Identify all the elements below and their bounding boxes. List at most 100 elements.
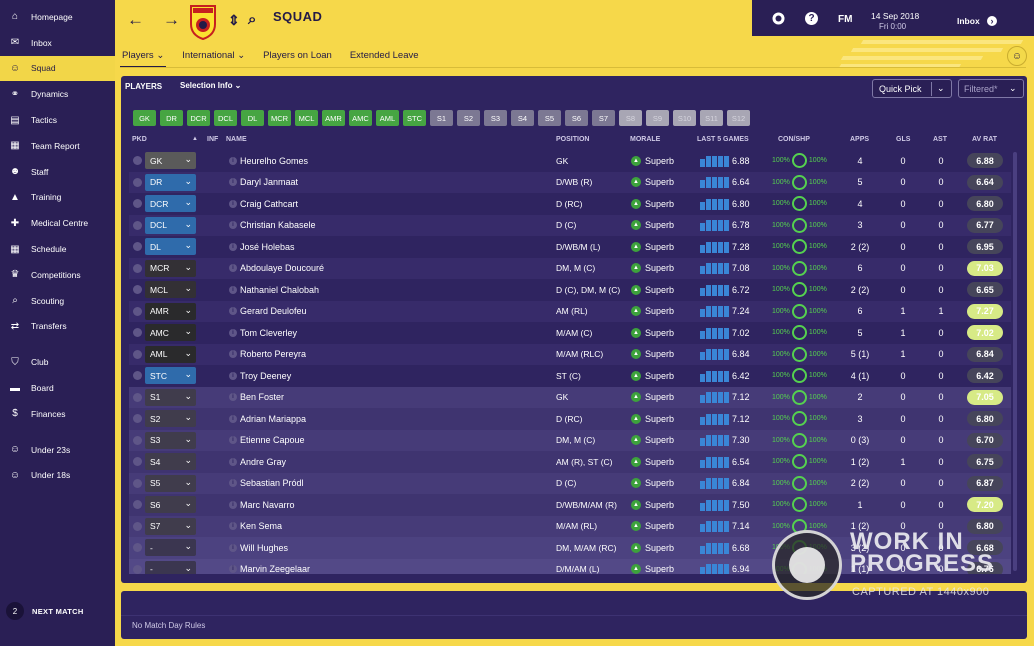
player-name[interactable]: Craig Cathcart xyxy=(240,198,299,209)
info-icon[interactable]: i xyxy=(229,522,237,531)
sidebar-item-staff[interactable]: ☻ Staff xyxy=(0,159,115,185)
position-chip[interactable]: S9 xyxy=(646,110,669,126)
sidebar-item-dynamics[interactable]: ⚭ Dynamics xyxy=(0,81,115,107)
table-row[interactable]: DCL ⌄ i Christian Kabasele D (C) ▲ Superb 6.78 1… xyxy=(129,214,1011,236)
position-chip[interactable]: S11 xyxy=(700,110,723,126)
info-icon[interactable]: i xyxy=(229,543,237,552)
forward-arrow-icon[interactable]: → xyxy=(163,10,180,29)
selection-dropdown[interactable]: DR ⌄ xyxy=(145,173,196,191)
pkd-toggle-icon[interactable] xyxy=(133,156,142,166)
sidebar-item-medical-centre[interactable]: ✚ Medical Centre xyxy=(0,210,115,236)
sidebar-item-schedule[interactable]: ▦ Schedule xyxy=(0,236,115,262)
table-row[interactable]: AMR ⌄ i Gerard Deulofeu AM (RL) ▲ Superb 7.24 10… xyxy=(129,300,1011,322)
pkd-toggle-icon[interactable] xyxy=(133,414,142,424)
info-icon[interactable]: i xyxy=(229,178,237,187)
pkd-toggle-icon[interactable] xyxy=(133,521,142,531)
pkd-toggle-icon[interactable] xyxy=(133,371,142,381)
sidebar-item-under-18s[interactable]: ☺ Under 18s xyxy=(0,463,115,489)
col-ast[interactable]: AST xyxy=(933,136,947,143)
position-chip[interactable]: S12 xyxy=(727,110,750,126)
pkd-toggle-icon[interactable] xyxy=(133,500,142,510)
fm-logo[interactable]: FM xyxy=(838,14,853,25)
table-row[interactable]: S3 ⌄ i Etienne Capoue DM, M (C) ▲ Superb 7.30 10… xyxy=(129,429,1011,451)
position-chip[interactable]: STC xyxy=(403,110,426,126)
tab-3[interactable]: Extended Leave xyxy=(349,50,419,61)
col-morale[interactable]: MORALE xyxy=(630,136,661,143)
player-name[interactable]: Ben Foster xyxy=(240,392,285,403)
position-chip[interactable]: DCL xyxy=(214,110,237,126)
pkd-toggle-icon[interactable] xyxy=(133,285,142,295)
info-icon[interactable]: i xyxy=(229,199,237,208)
table-row[interactable]: DR ⌄ i Daryl Janmaat D/WB (R) ▲ Superb 6.64 100%… xyxy=(129,171,1011,193)
sidebar-item-inbox[interactable]: ✉ Inbox xyxy=(0,30,115,56)
table-row[interactable]: S1 ⌄ i Ben Foster GK ▲ Superb 7.12 100% 100% 2 0 0 7.… xyxy=(129,386,1011,408)
sidebar-item-under-23s[interactable]: ☺ Under 23s xyxy=(0,437,115,463)
position-chip[interactable]: GK xyxy=(133,110,156,126)
col-av-rat[interactable]: AV RAT xyxy=(972,136,998,143)
info-icon[interactable]: i xyxy=(229,371,237,380)
sidebar-item-tactics[interactable]: ▤ Tactics xyxy=(0,107,115,133)
player-name[interactable]: José Holebas xyxy=(240,241,295,252)
search-icon[interactable]: ⌕ xyxy=(248,11,257,28)
table-row[interactable]: DCR ⌄ i Craig Cathcart D (RC) ▲ Superb 6.80 100%… xyxy=(129,193,1011,215)
player-name[interactable]: Ken Sema xyxy=(240,521,283,532)
selection-dropdown[interactable]: AML ⌄ xyxy=(145,345,196,363)
up-down-icon[interactable]: ⇕ xyxy=(228,12,240,28)
col-last5[interactable]: LAST 5 GAMES xyxy=(697,136,749,143)
col-position[interactable]: POSITION xyxy=(556,136,590,143)
selection-dropdown[interactable]: DCL ⌄ xyxy=(145,216,196,234)
tab-0[interactable]: Players ⌄ xyxy=(120,48,167,68)
info-icon[interactable]: i xyxy=(229,328,237,337)
selection-dropdown[interactable]: AMR ⌄ xyxy=(145,302,196,320)
sidebar-item-board[interactable]: ▬ Board xyxy=(0,375,115,401)
table-row[interactable]: AML ⌄ i Roberto Pereyra M/AM (RLC) ▲ Superb 6.8… xyxy=(129,343,1011,365)
sidebar-item-transfers[interactable]: ⇄ Transfers xyxy=(0,314,115,340)
pkd-toggle-icon[interactable] xyxy=(133,543,142,553)
pkd-toggle-icon[interactable] xyxy=(133,328,142,338)
player-name[interactable]: Adrian Mariappa xyxy=(240,413,307,424)
table-row[interactable]: - ⌄ i Marvin Zeegelaar D/M/AM (L) ▲ Superb 6.94… xyxy=(129,558,1011,574)
table-row[interactable]: S5 ⌄ i Sebastian Pródl D (C) ▲ Superb 6.84 100% 1… xyxy=(129,472,1011,494)
pkd-toggle-icon[interactable] xyxy=(133,392,142,402)
selection-dropdown[interactable]: S3 ⌄ xyxy=(145,431,196,449)
player-name[interactable]: Abdoulaye Doucouré xyxy=(240,263,325,274)
position-chip[interactable]: MCR xyxy=(268,110,291,126)
player-name[interactable]: Gerard Deulofeu xyxy=(240,306,307,317)
tab-2[interactable]: Players on Loan xyxy=(263,50,332,61)
player-name[interactable]: Troy Deeney xyxy=(240,370,292,381)
info-icon[interactable]: i xyxy=(229,221,237,230)
selection-dropdown[interactable]: DL ⌄ xyxy=(145,238,196,256)
sidebar-item-club[interactable]: ⛉ Club xyxy=(0,349,115,375)
col-pkd[interactable]: PKD xyxy=(132,136,147,143)
info-icon[interactable]: i xyxy=(229,565,237,574)
chevron-down-icon[interactable]: ⌄ xyxy=(937,83,945,93)
sidebar-item-finances[interactable]: $ Finances xyxy=(0,401,115,427)
info-icon[interactable]: i xyxy=(229,500,237,509)
selection-dropdown[interactable]: STC ⌄ xyxy=(145,367,196,385)
quick-pick-button[interactable]: Quick Pick ⌄ xyxy=(872,79,952,98)
sort-icon[interactable]: ▲ xyxy=(192,136,198,142)
position-chip[interactable]: S10 xyxy=(673,110,696,126)
player-name[interactable]: Marc Navarro xyxy=(240,499,295,510)
position-chip[interactable]: S3 xyxy=(484,110,507,126)
player-name[interactable]: Christian Kabasele xyxy=(240,220,316,231)
people-icon[interactable]: ☺ xyxy=(1007,46,1027,66)
player-name[interactable]: Nathaniel Chalobah xyxy=(240,284,320,295)
info-icon[interactable]: i xyxy=(229,350,237,359)
selection-dropdown[interactable]: - ⌄ xyxy=(145,539,196,557)
player-name[interactable]: Sebastian Pródl xyxy=(240,478,304,489)
player-name[interactable]: Roberto Pereyra xyxy=(240,349,307,360)
col-name[interactable]: NAME xyxy=(226,136,247,143)
selection-dropdown[interactable]: S4 ⌄ xyxy=(145,453,196,471)
info-icon[interactable]: i xyxy=(229,436,237,445)
table-row[interactable]: GK ⌄ i Heurelho Gomes GK ▲ Superb 6.88 100% 100% 4… xyxy=(129,150,1011,172)
table-row[interactable]: AMC ⌄ i Tom Cleverley M/AM (C) ▲ Superb 7.02 100… xyxy=(129,322,1011,344)
selection-info-dropdown[interactable]: Selection Info ⌄ xyxy=(180,81,242,90)
pkd-toggle-icon[interactable] xyxy=(133,242,142,252)
info-icon[interactable]: i xyxy=(229,285,237,294)
player-name[interactable]: Etienne Capoue xyxy=(240,435,305,446)
player-name[interactable]: Marvin Zeegelaar xyxy=(240,564,311,574)
col-inf[interactable]: INF xyxy=(207,136,219,143)
pkd-toggle-icon[interactable] xyxy=(133,306,142,316)
sidebar-item-homepage[interactable]: ⌂ Homepage xyxy=(0,4,115,30)
